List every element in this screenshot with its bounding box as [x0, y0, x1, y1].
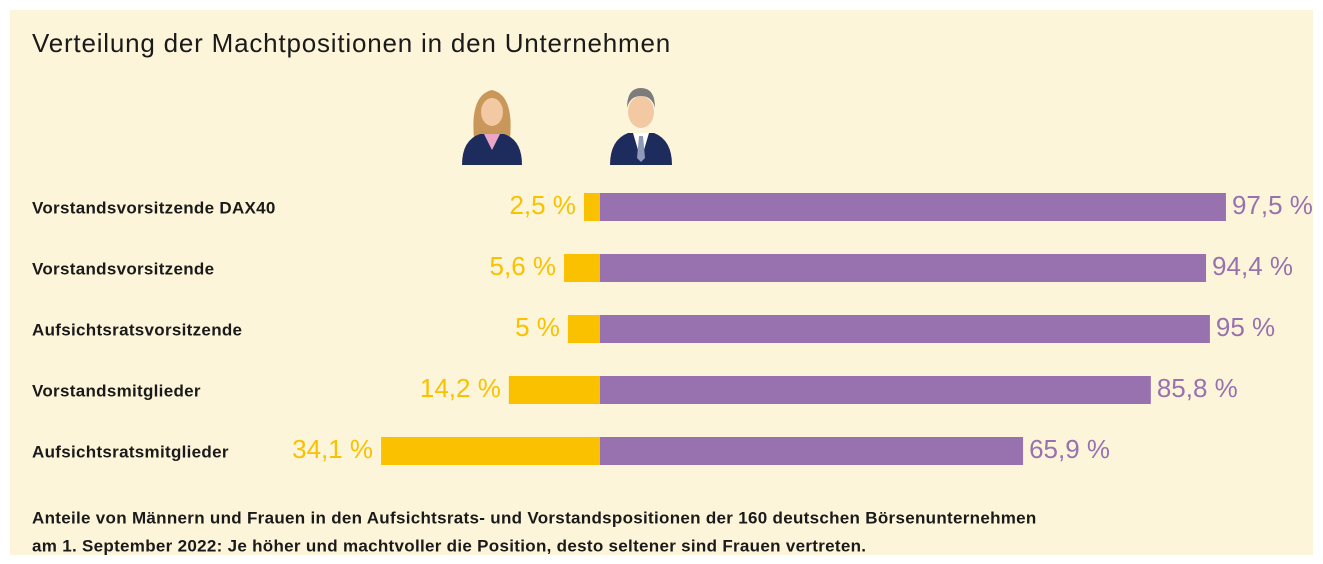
woman-icon	[462, 90, 522, 165]
women-bar	[381, 437, 600, 465]
value-label: 14,2 %	[420, 373, 501, 403]
men-bar	[600, 193, 1226, 221]
value-label: 85,8 %	[1157, 373, 1238, 403]
category-label: Vorstandsmitglieder	[32, 381, 201, 400]
category-label: Vorstandsvorsitzende	[32, 259, 214, 278]
value-label: 94,4 %	[1212, 251, 1293, 281]
value-label: 34,1 %	[292, 434, 373, 464]
women-bar	[564, 254, 600, 282]
women-bar	[567, 315, 600, 343]
category-label: Vorstandsvorsitzende DAX40	[32, 198, 276, 217]
value-label: 5 %	[515, 312, 560, 342]
women-bar	[508, 376, 600, 404]
value-label: 2,5 %	[509, 190, 576, 220]
men-bar	[600, 315, 1210, 343]
chart-title: Verteilung der Machtpositionen in den Un…	[32, 28, 671, 58]
men-bar	[600, 254, 1207, 282]
women-bar	[583, 193, 600, 221]
value-label: 95 %	[1216, 312, 1275, 342]
background	[10, 10, 1313, 555]
man-icon	[610, 88, 672, 165]
footnote: am 1. September 2022: Je höher und macht…	[32, 536, 866, 555]
men-bar	[600, 437, 1024, 465]
value-label: 97,5 %	[1232, 190, 1313, 220]
men-bar	[600, 376, 1151, 404]
value-label: 65,9 %	[1029, 434, 1110, 464]
category-label: Aufsichtsratsvorsitzende	[32, 320, 242, 339]
category-label: Aufsichtsratsmitglieder	[32, 442, 229, 461]
value-label: 5,6 %	[490, 251, 557, 281]
footnote: Anteile von Männern und Frauen in den Au…	[32, 508, 1037, 527]
